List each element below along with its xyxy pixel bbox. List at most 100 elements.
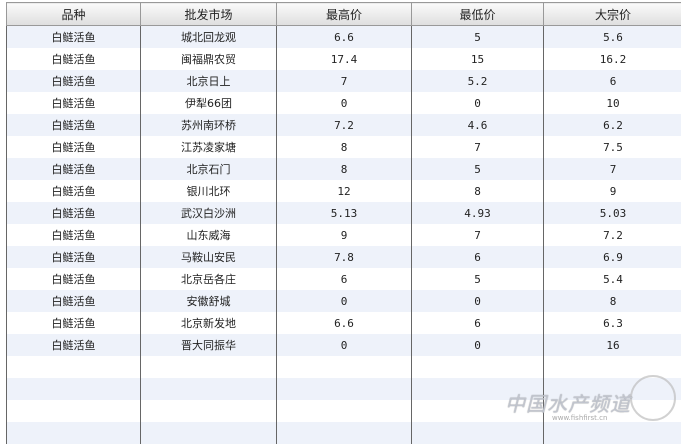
cell-bulk-price: 7 — [544, 158, 681, 180]
cell-variety: 白鲢活鱼 — [7, 70, 141, 92]
header-min-price: 最低价 — [412, 3, 544, 26]
cell-market — [141, 400, 277, 422]
cell-variety: 白鲢活鱼 — [7, 180, 141, 202]
header-bulk-price: 大宗价 — [544, 3, 681, 26]
cell-max-price — [277, 400, 412, 422]
cell-min-price: 15 — [412, 48, 544, 70]
cell-bulk-price: 6.3 — [544, 312, 681, 334]
cell-variety: 白鲢活鱼 — [7, 312, 141, 334]
header-max-price: 最高价 — [277, 3, 412, 26]
cell-market: 北京新发地 — [141, 312, 277, 334]
globe-logo-icon — [630, 375, 676, 421]
cell-variety: 白鲢活鱼 — [7, 92, 141, 114]
watermark-url: www.fishfirst.cn — [552, 414, 607, 422]
cell-bulk-price: 5.4 — [544, 268, 681, 290]
cell-variety: 白鲢活鱼 — [7, 114, 141, 136]
cell-min-price: 6 — [412, 312, 544, 334]
cell-max-price — [277, 378, 412, 400]
cell-market: 北京石门 — [141, 158, 277, 180]
cell-max-price: 8 — [277, 136, 412, 158]
cell-variety: 白鲢活鱼 — [7, 26, 141, 49]
cell-bulk-price — [544, 356, 681, 378]
cell-variety — [7, 356, 141, 378]
cell-min-price: 5 — [412, 26, 544, 49]
cell-market: 晋大同振华 — [141, 334, 277, 356]
cell-max-price: 7.2 — [277, 114, 412, 136]
cell-variety: 白鲢活鱼 — [7, 246, 141, 268]
cell-min-price: 5 — [412, 268, 544, 290]
cell-max-price: 6.6 — [277, 26, 412, 49]
cell-variety — [7, 378, 141, 400]
cell-max-price: 0 — [277, 92, 412, 114]
header-row: 品种批发市场最高价最低价大宗价 — [7, 3, 681, 26]
cell-bulk-price: 7.2 — [544, 224, 681, 246]
cell-market: 北京岳各庄 — [141, 268, 277, 290]
cell-variety: 白鲢活鱼 — [7, 48, 141, 70]
cell-min-price: 6 — [412, 246, 544, 268]
watermark-text: 中国水产频道 — [505, 388, 631, 417]
cell-max-price: 7.8 — [277, 246, 412, 268]
cell-bulk-price: 10 — [544, 92, 681, 114]
cell-min-price: 0 — [412, 334, 544, 356]
cell-min-price: 5.2 — [412, 70, 544, 92]
cell-max-price: 5.13 — [277, 202, 412, 224]
cell-variety: 白鲢活鱼 — [7, 290, 141, 312]
header-market: 批发市场 — [141, 3, 277, 26]
empty-row — [7, 356, 681, 378]
cell-bulk-price: 9 — [544, 180, 681, 202]
cell-min-price: 5 — [412, 158, 544, 180]
cell-bulk-price: 6.9 — [544, 246, 681, 268]
cell-min-price: 8 — [412, 180, 544, 202]
cell-max-price: 17.4 — [277, 48, 412, 70]
cell-market: 山东威海 — [141, 224, 277, 246]
cell-max-price — [277, 356, 412, 378]
cell-max-price: 8 — [277, 158, 412, 180]
cell-variety: 白鲢活鱼 — [7, 334, 141, 356]
cell-bulk-price: 6.2 — [544, 114, 681, 136]
cell-market: 江苏凌家塘 — [141, 136, 277, 158]
cell-variety: 白鲢活鱼 — [7, 224, 141, 246]
cell-variety: 白鲢活鱼 — [7, 268, 141, 290]
cell-min-price: 4.6 — [412, 114, 544, 136]
cell-min-price: 0 — [412, 290, 544, 312]
cell-max-price: 7 — [277, 70, 412, 92]
cell-market — [141, 378, 277, 400]
cell-min-price: 4.93 — [412, 202, 544, 224]
cell-bulk-price: 7.5 — [544, 136, 681, 158]
cell-bulk-price: 6 — [544, 70, 681, 92]
cell-market: 城北回龙观 — [141, 26, 277, 49]
cell-market — [141, 422, 277, 444]
cell-market: 武汉白沙洲 — [141, 202, 277, 224]
cell-max-price: 0 — [277, 290, 412, 312]
cell-bulk-price: 5.6 — [544, 26, 681, 49]
header-variety: 品种 — [7, 3, 141, 26]
cell-market: 马鞍山安民 — [141, 246, 277, 268]
cell-max-price: 6 — [277, 268, 412, 290]
cell-market — [141, 356, 277, 378]
cell-max-price: 0 — [277, 334, 412, 356]
cell-bulk-price: 16.2 — [544, 48, 681, 70]
cell-variety: 白鲢活鱼 — [7, 202, 141, 224]
cell-bulk-price: 8 — [544, 290, 681, 312]
cell-market: 闽福鼎农贸 — [141, 48, 277, 70]
cell-market: 苏州南环桥 — [141, 114, 277, 136]
cell-max-price: 6.6 — [277, 312, 412, 334]
cell-min-price — [412, 356, 544, 378]
cell-bulk-price — [544, 422, 681, 444]
cell-bulk-price: 16 — [544, 334, 681, 356]
cell-variety — [7, 400, 141, 422]
